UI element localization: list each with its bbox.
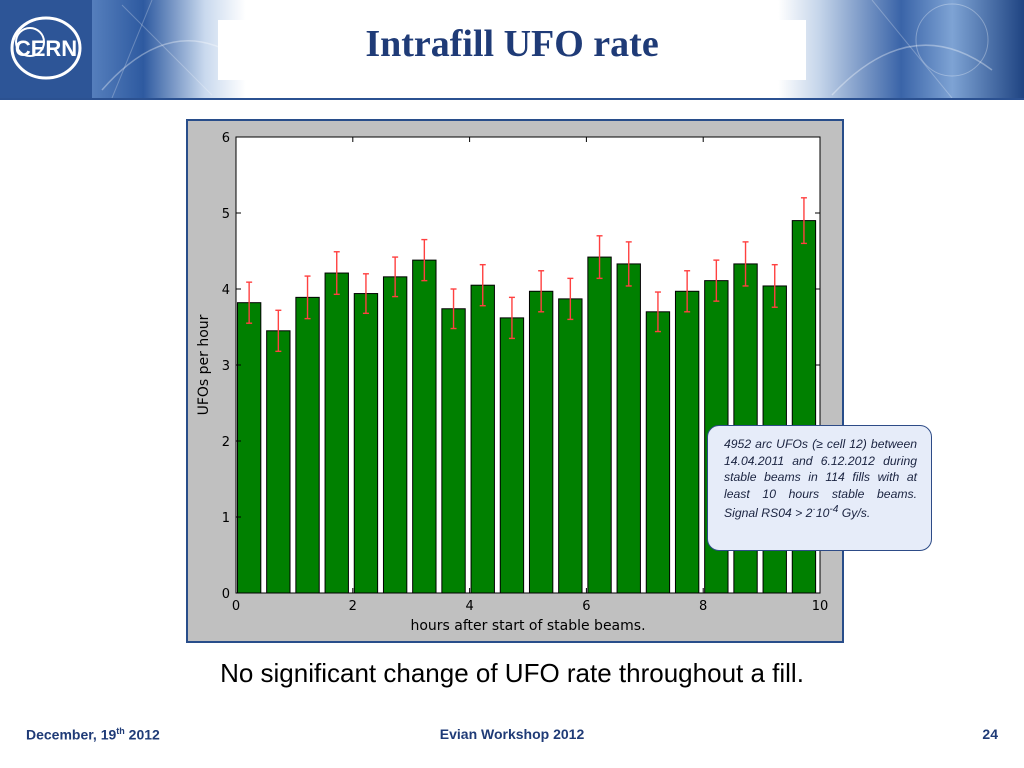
error-bar-5	[392, 256, 399, 298]
x-tick-label-0: 0	[232, 599, 240, 614]
bar-0	[236, 302, 262, 594]
annotation-body: 4952 arc UFOs (≥ cell 12) between 14.04.…	[724, 437, 917, 521]
footer-event: Evian Workshop 2012	[439, 726, 585, 742]
annotation-base: 10	[815, 506, 830, 521]
page-number: 24	[982, 726, 998, 742]
footer-date: December, 19th 2012	[26, 726, 160, 743]
x-tick-label-2: 2	[349, 599, 357, 614]
annotation-dot: ·	[812, 504, 816, 516]
error-bar-2	[304, 275, 311, 320]
y-tick-label-4: 4	[222, 283, 230, 298]
slide-title: Intrafill UFO rate	[365, 23, 659, 65]
y-tick-label-2: 2	[222, 435, 230, 450]
cern-logo-text: CERN	[15, 36, 77, 61]
cern-logo: CERN	[10, 16, 82, 80]
slide-caption: No significant change of UFO rate throug…	[220, 658, 804, 688]
x-axis-label: hours after start of stable beams.	[410, 618, 645, 634]
error-bar-14	[654, 291, 661, 333]
y-tick-label-1: 1	[222, 511, 230, 526]
annotation-unit: Gy/s.	[838, 506, 871, 521]
chart-frame: 0 1 2 3 4 5 6 0 2 4 6 8 10 hours after start of stabl…	[186, 119, 844, 643]
y-tick-label-3: 3	[222, 359, 230, 374]
bar-3	[324, 272, 349, 594]
error-bar-17	[742, 241, 749, 287]
bar-2	[295, 296, 320, 594]
x-tick-label-6: 6	[582, 599, 590, 614]
error-bar-18	[771, 263, 778, 308]
header-banner: CERN Intrafill UFO rate	[0, 0, 1024, 100]
bar-15	[674, 290, 700, 594]
error-bar-0	[246, 281, 253, 324]
bar-10	[528, 290, 554, 594]
error-bar-12	[596, 235, 603, 280]
footer-date-main: December, 19	[26, 726, 117, 743]
y-tick-label-0: 0	[222, 587, 230, 602]
x-tick-label-4: 4	[465, 599, 473, 614]
error-bar-13	[625, 241, 632, 287]
error-bar-1	[275, 309, 282, 353]
x-tick-label-10: 10	[812, 599, 829, 614]
error-bar-10	[538, 270, 545, 313]
y-tick-label-5: 5	[222, 207, 230, 222]
error-bar-16	[713, 259, 720, 302]
footer-date-sup: th	[116, 726, 125, 736]
error-bar-9	[508, 296, 515, 340]
bar-7	[441, 308, 466, 594]
bar-9	[499, 317, 525, 594]
y-axis-label: UFOs per hour	[196, 314, 212, 415]
bar-13	[616, 263, 641, 594]
x-tick-label-8: 8	[699, 599, 707, 614]
error-bar-19	[800, 197, 807, 245]
annotation-exponent: -4	[829, 504, 839, 516]
footer-date-year: 2012	[124, 726, 160, 743]
annotation-text: 4952 arc UFOs (≥ cell 12) between 14.04.…	[724, 436, 917, 522]
error-bar-6	[421, 238, 428, 282]
bar-12	[587, 256, 612, 594]
error-bar-7	[450, 288, 457, 330]
y-tick-label-6: 6	[222, 131, 230, 146]
error-bar-3	[333, 251, 340, 296]
bar-6	[412, 259, 437, 594]
error-bar-8	[479, 263, 486, 307]
title-panel	[218, 20, 806, 80]
error-bar-15	[684, 270, 691, 313]
bar-14	[645, 311, 671, 594]
bar-1	[266, 330, 291, 594]
bar-8	[470, 284, 495, 594]
bar-11	[558, 298, 583, 594]
header-logo-panel: CERN	[0, 0, 92, 98]
ufo-rate-chart: 0 1 2 3 4 5 6 0 2 4 6 8 10 hours after start of stabl…	[196, 131, 829, 634]
error-bar-11	[567, 277, 574, 321]
annotation-box: 4952 arc UFOs (≥ cell 12) between 14.04.…	[707, 425, 932, 551]
bar-4	[353, 293, 379, 594]
header-decoration	[101, 0, 993, 98]
error-bar-4	[362, 273, 369, 315]
bar-5	[382, 276, 408, 594]
